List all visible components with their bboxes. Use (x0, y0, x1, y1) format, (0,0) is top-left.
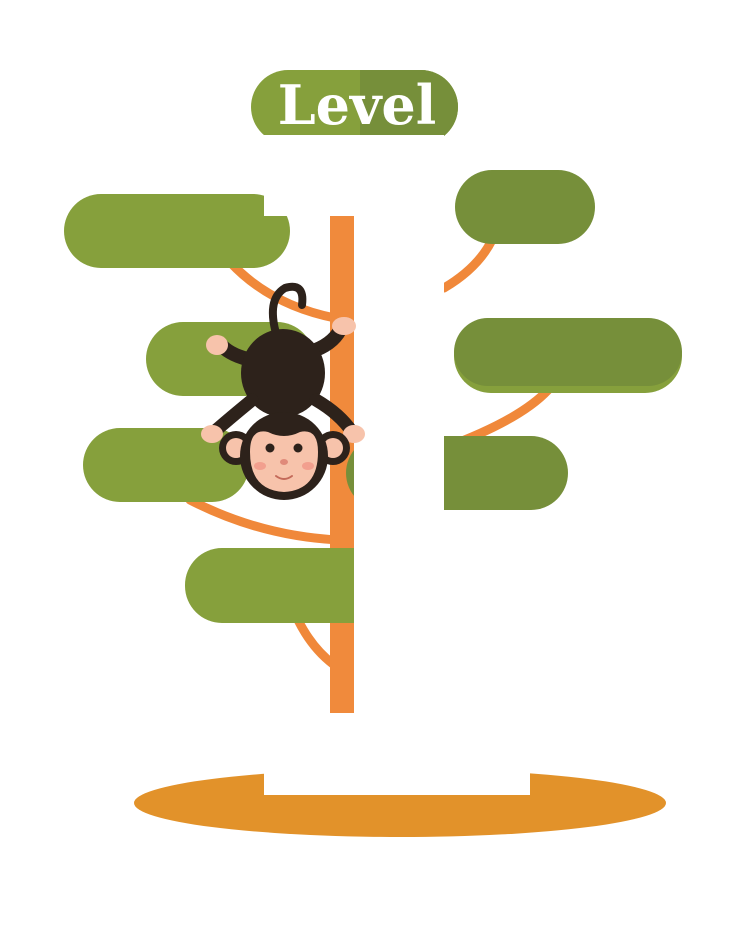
monkey-cheek-left (254, 462, 266, 470)
monkey-ear-right-inner (323, 438, 343, 458)
level-badge: Level (251, 70, 458, 155)
level-label: Level (278, 73, 437, 137)
monkey-body (241, 329, 325, 417)
branch-low-left (185, 495, 343, 545)
monkey-foot-left (201, 425, 223, 443)
monkey-hand-right (332, 317, 356, 335)
leaf-right-2-top (454, 318, 682, 386)
branch-top-right (439, 235, 497, 293)
monkey-hand-left (206, 335, 228, 355)
monkey-leg-left (207, 393, 259, 439)
monkey-tail (268, 282, 307, 344)
monkey-eye-right (293, 443, 303, 453)
monkey-foot-right (343, 425, 365, 443)
leaf-left-3[interactable] (83, 428, 249, 502)
monkey-cheek-right (302, 462, 314, 470)
monkey-eye-left (265, 443, 275, 453)
monkey-nose (280, 459, 288, 465)
monkey-mouth (275, 475, 293, 480)
monkey-icon[interactable] (201, 282, 365, 500)
leaf-left-1[interactable] (64, 194, 290, 268)
leaf-right-1[interactable] (455, 170, 595, 244)
branch-bottom-left (293, 615, 338, 669)
